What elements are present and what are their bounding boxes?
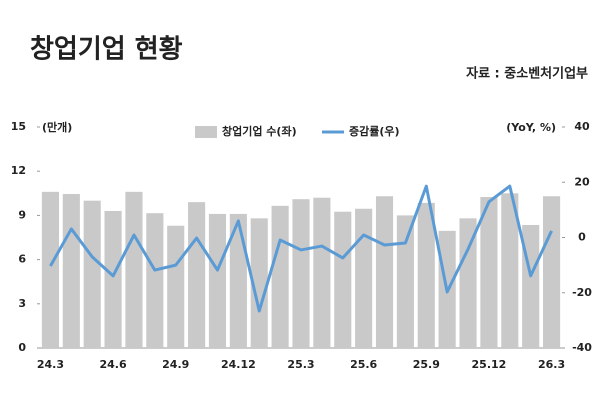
y2-tick-label: -40 — [572, 341, 592, 354]
bar — [459, 218, 477, 348]
bar — [480, 196, 498, 348]
bar — [501, 193, 519, 348]
y-tick-label: 0 — [18, 341, 26, 354]
x-tick-label: 26.3 — [538, 358, 565, 371]
bar — [167, 225, 185, 348]
y2-tick-label: 0 — [578, 231, 586, 244]
y-tick-label: 12 — [11, 164, 26, 177]
x-tick-label: 24.6 — [100, 358, 127, 371]
y2-tick-label: 20 — [574, 175, 590, 188]
bar — [355, 208, 373, 348]
bar — [125, 191, 143, 348]
y2-tick-label: -20 — [572, 286, 592, 299]
bar — [313, 197, 331, 348]
x-tick-label: 25.6 — [350, 358, 377, 371]
bar — [62, 194, 80, 348]
x-tick-label: 25.12 — [472, 358, 507, 371]
legend-label: 증감률(우) — [349, 124, 400, 138]
bar — [250, 218, 268, 348]
y2-axis-label: (YoY, %) — [506, 121, 556, 134]
bar — [292, 199, 310, 348]
source: 자료 : 중소벤처기업부 — [466, 66, 588, 82]
bar — [396, 215, 414, 348]
legend-label: 창업기업 수(좌) — [222, 124, 297, 138]
y-tick-label: 6 — [18, 253, 26, 266]
x-tick-label: 24.3 — [37, 358, 64, 371]
bar — [146, 213, 164, 348]
y-tick-label: 3 — [18, 297, 26, 310]
bar — [188, 202, 206, 348]
y-axis-label: (만개) — [42, 120, 72, 134]
x-tick-label: 24.9 — [162, 358, 189, 371]
bar — [417, 202, 435, 348]
y-tick-label: 9 — [18, 208, 26, 221]
x-tick-label: 25.9 — [413, 358, 440, 371]
chart-title: 창업기업 현황 — [30, 35, 183, 65]
bar — [229, 213, 247, 348]
bar — [83, 200, 101, 348]
bar — [334, 211, 352, 348]
legend-swatch — [195, 126, 217, 138]
x-tick-label: 24.12 — [221, 358, 256, 371]
bar — [375, 196, 394, 348]
bar — [542, 196, 561, 348]
y2-tick-label: 40 — [574, 120, 590, 133]
y-tick-label: 15 — [11, 120, 26, 133]
x-tick-label: 25.3 — [287, 358, 314, 371]
bar — [104, 210, 122, 348]
bar — [208, 213, 227, 348]
bar — [41, 191, 60, 348]
bar — [271, 205, 289, 348]
bar — [522, 224, 540, 348]
line — [49, 184, 553, 313]
